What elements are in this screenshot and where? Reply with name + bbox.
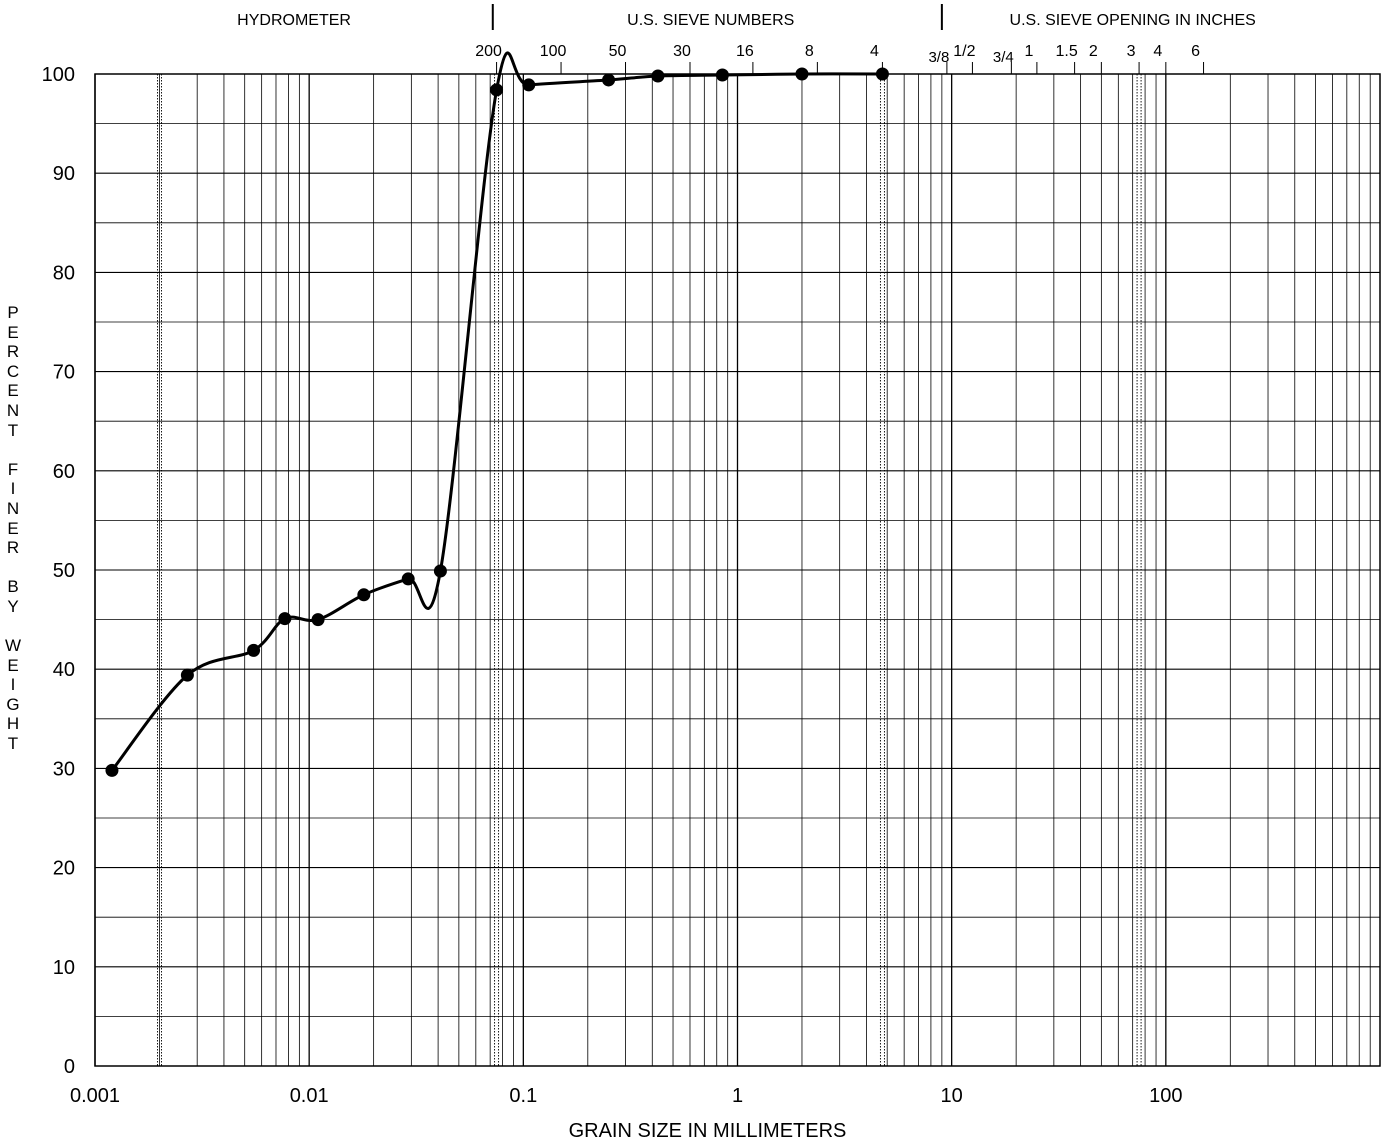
y-tick-label: 50 — [53, 560, 75, 582]
section-header: U.S. SIEVE NUMBERS — [627, 12, 794, 29]
y-tick-label: 40 — [53, 659, 75, 681]
sieve-opening-label: 1 — [1024, 43, 1033, 60]
y-tick-label: 20 — [53, 858, 75, 880]
x-tick-label: 1 — [732, 1085, 743, 1107]
data-point — [180, 668, 194, 682]
x-tick-label: 100 — [1149, 1085, 1182, 1107]
data-point — [875, 67, 889, 81]
sieve-number-label: 4 — [870, 43, 879, 60]
y-tick-label: 90 — [53, 163, 75, 185]
sieve-number-label: 16 — [736, 43, 754, 60]
y-tick-label: 100 — [42, 64, 75, 86]
section-header: HYDROMETER — [237, 12, 351, 29]
series-line — [110, 51, 883, 772]
sieve-opening-label: 2 — [1089, 43, 1098, 60]
data-point — [490, 83, 504, 97]
data-point — [357, 588, 371, 602]
grid-lines — [94, 73, 1380, 1067]
sieve-opening-label: 3/4 — [993, 49, 1014, 66]
y-tick-label: 30 — [53, 758, 75, 780]
x-axis-title: GRAIN SIZE IN MILLIMETERS — [569, 1120, 847, 1141]
data-point — [651, 69, 665, 83]
reference-lines — [157, 74, 1142, 1066]
sieve-number-label: 200 — [475, 43, 502, 60]
section-header: U.S. SIEVE OPENING IN INCHES — [1010, 12, 1256, 29]
data-point — [105, 763, 119, 777]
y-tick-label: 0 — [64, 1056, 75, 1078]
data-point — [311, 613, 325, 627]
data-point — [433, 564, 447, 578]
sieve-number-label: 8 — [805, 43, 814, 60]
y-tick-label: 80 — [53, 262, 75, 284]
sieve-opening-label: 3 — [1127, 43, 1136, 60]
sieve-opening-label: 6 — [1191, 43, 1200, 60]
sieve-opening-label: 4 — [1153, 43, 1162, 60]
sieve-opening-label: 1/2 — [953, 43, 975, 60]
sieve-opening-label: 1.5 — [1055, 43, 1077, 60]
sieve-number-label: 50 — [609, 43, 627, 60]
sieve-number-label: 100 — [540, 43, 567, 60]
x-tick-label: 10 — [941, 1085, 963, 1107]
y-tick-label: 60 — [53, 461, 75, 483]
data-point — [401, 572, 415, 586]
data-point — [602, 73, 616, 87]
y-axis-title: P E R C E N T F I N E R B Y W E I G H T — [4, 303, 22, 754]
data-point — [522, 78, 536, 92]
data-point — [247, 643, 261, 657]
y-tick-label: 10 — [53, 957, 75, 979]
x-tick-label: 0.01 — [290, 1085, 329, 1107]
data-point — [715, 68, 729, 82]
data-point — [795, 67, 809, 81]
top-sieve-scales: HYDROMETER U.S. SIEVE NUMBERS U.S. SIEVE O… — [237, 4, 1256, 74]
sieve-opening-label: 3/8 — [928, 49, 949, 66]
axis-tick-labels: 0 10 20 30 40 50 60 70 80 90 100 0.001 0.01 0.1 1 10 100 — [42, 64, 1183, 1107]
x-tick-label: 0.001 — [70, 1085, 120, 1107]
x-tick-label: 0.1 — [509, 1085, 537, 1107]
y-tick-label: 70 — [53, 362, 75, 384]
data-point — [278, 612, 292, 626]
sieve-number-label: 30 — [673, 43, 691, 60]
gradation-curve — [105, 51, 889, 777]
